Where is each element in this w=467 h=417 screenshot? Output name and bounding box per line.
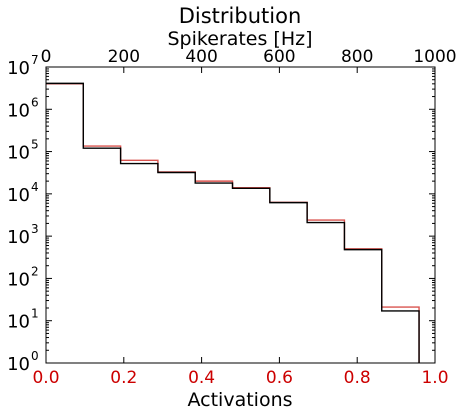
y-tick-label: 10 [7,58,30,79]
y-tick-label: 10 [7,269,30,290]
y-tick-exponent: 3 [31,222,39,236]
series-1-step-line [46,83,420,363]
y-tick-label: 10 [7,185,30,206]
x-tick-label: 0.4 [188,368,215,388]
chart-title: Distribution [179,4,302,28]
bottom-axis-label: Activations [187,389,292,411]
y-tick-exponent: 2 [31,264,39,278]
plot-area [45,66,436,364]
y-tick-exponent: 6 [31,95,39,109]
x-tick-label: 1.0 [421,368,448,388]
top-x-tick-label: 200 [108,47,140,67]
x-tick-label: 0.8 [344,368,371,388]
x-tick-label: 0.6 [266,368,293,388]
y-tick-exponent: 4 [31,180,39,194]
top-x-tick-label: 400 [185,47,217,67]
series-0-step-line [46,82,420,363]
y-tick-label: 10 [7,100,30,121]
top-x-tick-label: 0 [41,47,52,67]
y-tick-exponent: 7 [31,53,39,67]
x-tick-label: 0.2 [110,368,137,388]
top-x-tick-label: 600 [263,47,295,67]
y-tick-exponent: 1 [31,307,39,321]
y-tick-label: 10 [7,312,30,333]
x-tick-label: 0.0 [32,368,59,388]
top-x-tick-label: 1000 [413,47,456,67]
top-x-tick-label: 800 [341,47,373,67]
top-axis-label: Spikerates [Hz] [167,28,312,50]
y-tick-exponent: 5 [31,138,39,152]
y-tick-exponent: 0 [31,349,39,363]
series-layer [46,82,420,363]
y-tick-label: 10 [7,227,30,248]
y-tick-label: 10 [7,354,30,375]
y-tick-label: 10 [7,143,30,164]
